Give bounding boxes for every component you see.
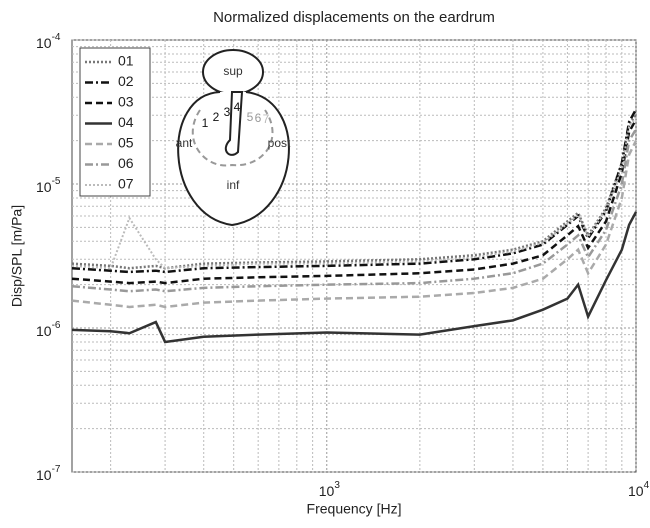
series-line bbox=[71, 140, 638, 309]
legend-label: 07 bbox=[118, 176, 134, 192]
series-line bbox=[71, 211, 638, 344]
tick-base: 10 bbox=[319, 483, 335, 499]
tick-base: 10 bbox=[36, 467, 52, 483]
legend-label: 01 bbox=[118, 53, 134, 69]
plot-area bbox=[71, 39, 637, 473]
tick-label: 104 bbox=[628, 480, 650, 499]
series-line bbox=[71, 128, 638, 293]
inset-outline bbox=[177, 91, 290, 227]
inset-label: post bbox=[268, 136, 291, 150]
tick-label: 103 bbox=[319, 480, 341, 499]
series-line bbox=[71, 118, 638, 285]
inset-diagram bbox=[177, 49, 290, 227]
tick-label: 10-5 bbox=[36, 176, 61, 195]
series-line bbox=[71, 114, 637, 270]
inset-label: 6 bbox=[255, 111, 262, 125]
inset-labels: sup ant post inf 1 2 3 45 6 7 bbox=[176, 64, 291, 192]
inset-label: sup bbox=[223, 64, 243, 78]
x-axis-label: Frequency [Hz] bbox=[307, 501, 402, 517]
legend-label: 05 bbox=[118, 135, 134, 151]
legend-label: 02 bbox=[118, 73, 134, 89]
inset-label: ant bbox=[176, 136, 193, 150]
tick-exponent: -5 bbox=[52, 176, 61, 187]
inset-label: 1 bbox=[202, 116, 209, 130]
tick-exponent: -6 bbox=[52, 320, 61, 331]
tick-exponent: 3 bbox=[334, 480, 340, 491]
chart-title: Normalized displacements on the eardrum bbox=[213, 9, 495, 26]
tick-base: 10 bbox=[36, 35, 52, 51]
tick-label: 10-4 bbox=[36, 32, 61, 51]
tick-base: 10 bbox=[36, 323, 52, 339]
tick-exponent: -4 bbox=[52, 32, 61, 43]
legend: 01 02 03 04 05 06 07 bbox=[79, 47, 151, 197]
inset-label: 2 bbox=[213, 110, 220, 124]
y-axis-label: Disp/SPL [m/Pa] bbox=[9, 205, 25, 307]
tick-base: 10 bbox=[36, 179, 52, 195]
tick-label: 10-6 bbox=[36, 320, 61, 339]
series-line bbox=[71, 116, 637, 270]
legend-label: 06 bbox=[118, 155, 134, 171]
inset-label: 5 bbox=[247, 110, 254, 124]
inset-label: 7 bbox=[263, 112, 270, 126]
inset-label: inf bbox=[227, 178, 240, 192]
inset-label: 3 bbox=[224, 105, 231, 119]
tick-exponent: -7 bbox=[52, 464, 61, 475]
inset-label: 4 bbox=[234, 100, 241, 114]
lines bbox=[71, 108, 638, 344]
legend-label: 03 bbox=[118, 94, 134, 110]
tick-label: 10-7 bbox=[36, 464, 61, 483]
tick-exponent: 4 bbox=[644, 480, 650, 491]
inset-manubrium bbox=[224, 91, 244, 156]
legend-box bbox=[79, 47, 151, 197]
series-line bbox=[71, 108, 638, 274]
tick-base: 10 bbox=[628, 483, 644, 499]
inset-dashed bbox=[191, 109, 274, 167]
legend-label: 04 bbox=[118, 114, 134, 130]
